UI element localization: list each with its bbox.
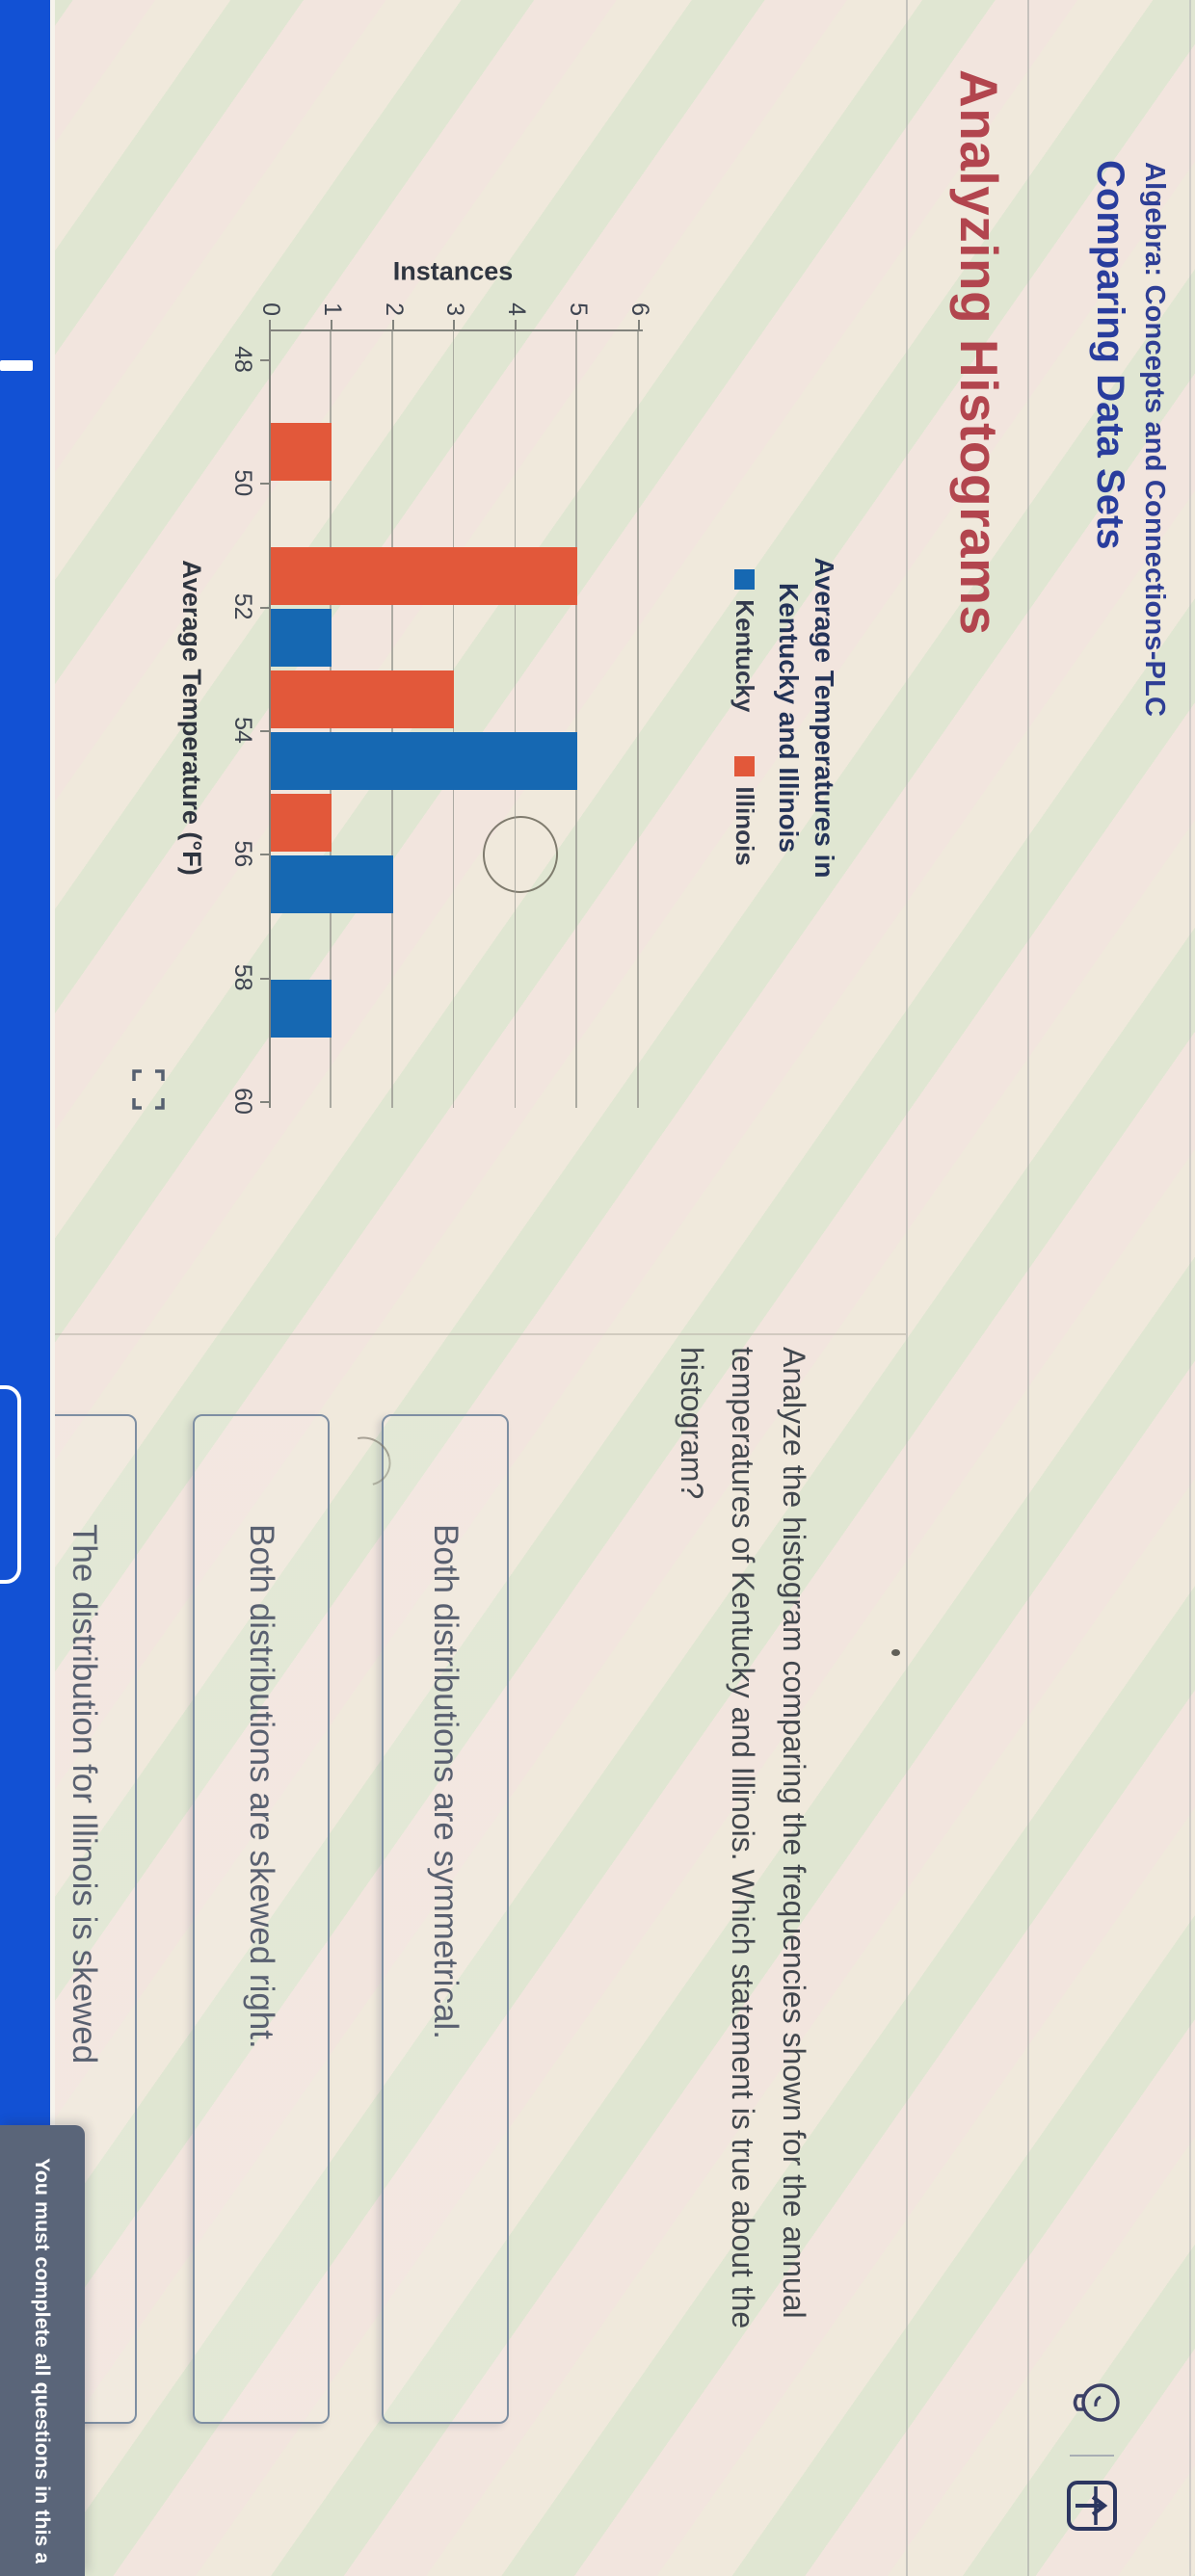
legend-swatch-icon: [734, 569, 755, 591]
gridline-6: [637, 329, 639, 1108]
legend-item-kentucky: Kentucky: [730, 569, 759, 712]
legend-swatch-icon: [734, 756, 755, 777]
bar-kentucky-54-56: [271, 732, 577, 791]
x-tick-60: [260, 1101, 270, 1103]
bar-illinois-50-52: [271, 546, 577, 605]
x-tick-50: [260, 483, 270, 486]
chart-legend: Kentucky Illinois: [730, 328, 759, 1108]
y-tick-5: [576, 320, 578, 329]
gridline-4: [514, 329, 517, 1108]
answer-option-1-label: Both distributions are symmetrical.: [427, 1524, 465, 2039]
y-tick-label-6: 6: [625, 302, 653, 316]
bar-kentucky-56-58: [271, 855, 393, 914]
y-tick-3: [453, 320, 456, 329]
y-tick-0: [269, 320, 271, 329]
question-line-1: Analyze the histogram comparing the freq…: [777, 1347, 811, 2319]
pen-dot-annotation: [891, 1649, 900, 1656]
x-tick-label-52: 52: [229, 592, 256, 620]
y-tick-6: [637, 320, 640, 329]
course-title: Algebra: Concepts and Connections-PLC: [1139, 162, 1170, 718]
page-title: Analyzing Histograms: [949, 69, 1009, 636]
header-divider: [1027, 0, 1029, 2576]
hint-button[interactable]: [1064, 2372, 1126, 2433]
footer-pill-button[interactable]: [0, 1385, 21, 1584]
y-axis-line: [269, 329, 643, 331]
submit-button[interactable]: [1064, 2478, 1120, 2534]
expand-chart-button[interactable]: [131, 1069, 166, 1110]
chart-title-line-2: Kentucky and Illinois: [774, 582, 804, 854]
toast-message: You must complete all questions in this …: [31, 2158, 55, 2564]
x-tick-56: [260, 854, 270, 856]
answer-option-2[interactable]: Both distributions are skewed right.: [193, 1414, 330, 2424]
gridline-5: [575, 329, 577, 1108]
submit-box-up-arrow-icon: [1060, 2478, 1117, 2534]
y-tick-4: [515, 320, 518, 329]
question-text: Analyze the histogram comparing the freq…: [666, 1347, 819, 2493]
section-divider: [906, 0, 908, 2576]
x-tick-58: [260, 977, 270, 980]
y-tick-label-4: 4: [503, 302, 531, 316]
column-separator: [52, 1333, 906, 1335]
y-tick-label-0: 0: [257, 302, 284, 316]
page-top-border: [1189, 0, 1191, 2576]
assignment-title: Comparing Data Sets: [1089, 160, 1131, 550]
x-tick-label-60: 60: [229, 1088, 256, 1115]
x-tick-54: [260, 730, 270, 732]
bar-kentucky-52-54: [271, 608, 332, 667]
chart-title-line-1: Average Temperatures in: [810, 557, 839, 879]
question-line-3: histogram?: [675, 1347, 709, 1500]
bar-illinois-48-50: [271, 423, 332, 482]
x-axis-label: Average Temperature (°F): [177, 560, 206, 876]
header-icon-divider: [1070, 2455, 1114, 2457]
y-tick-label-3: 3: [441, 302, 469, 316]
bar-illinois-54-56: [271, 794, 332, 853]
legend-item-illinois: Illinois: [730, 756, 759, 866]
y-tick-label-2: 2: [380, 302, 408, 316]
footer-divider-mark: [0, 360, 33, 371]
lightbulb-icon: [1060, 2372, 1120, 2433]
x-tick-label-56: 56: [229, 840, 256, 868]
legend-label: Kentucky: [730, 599, 759, 713]
bar-kentucky-58-60: [271, 979, 332, 1038]
answer-option-2-label: Both distributions are skewed right.: [243, 1524, 280, 2049]
answer-option-1[interactable]: Both distributions are symmetrical.: [382, 1414, 509, 2424]
notification-toast: You must complete all questions in this …: [0, 2125, 85, 2576]
y-tick-label-5: 5: [565, 302, 592, 316]
legend-label: Illinois: [730, 786, 759, 866]
fullscreen-brackets-icon: [127, 1069, 165, 1110]
y-tick-1: [330, 320, 332, 329]
x-tick-label-48: 48: [229, 346, 256, 373]
y-tick-label-1: 1: [318, 302, 346, 316]
pen-circle-annotation: [477, 810, 564, 899]
y-tick-2: [391, 320, 394, 329]
x-tick-label-54: 54: [229, 717, 256, 744]
bar-illinois-52-54: [271, 670, 455, 728]
x-tick-label-50: 50: [229, 469, 256, 497]
x-tick-48: [260, 359, 270, 361]
answer-option-3-label: The distribution for Illinois is skewed: [66, 1524, 103, 2064]
x-tick-52: [260, 606, 270, 609]
x-tick-label-58: 58: [229, 963, 256, 991]
question-line-2: temperatures of Kentucky and Illinois. W…: [726, 1347, 760, 2329]
chart-title: Average Temperatures in Kentucky and Ill…: [771, 328, 842, 1108]
